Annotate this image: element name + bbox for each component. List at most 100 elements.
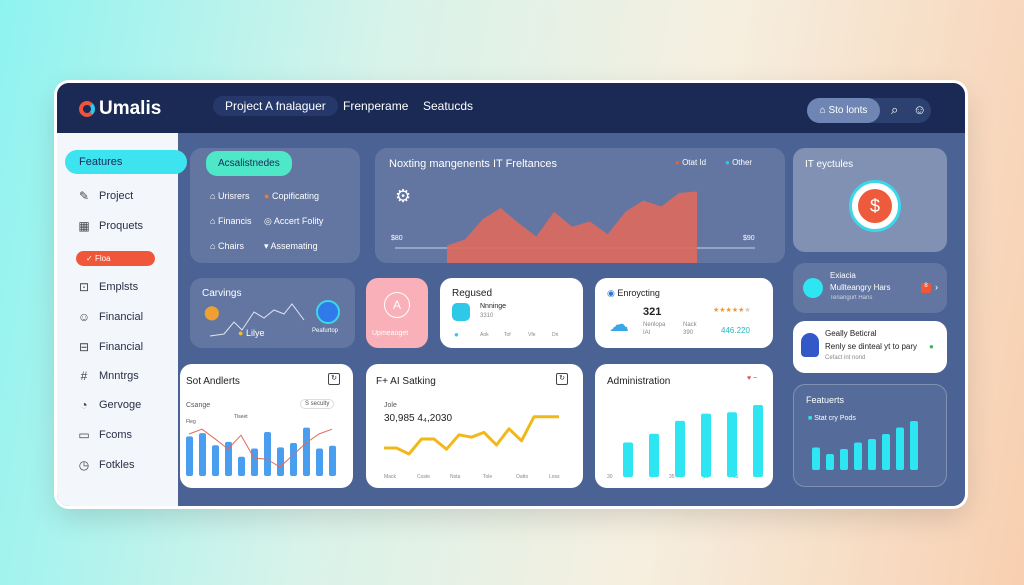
bar [251,448,258,476]
featuerts-bar-chart [812,421,918,470]
axis-tick: Vfe [528,332,536,338]
logo-icon [79,101,95,117]
administration-card: Administration ♥ ~ 30351015 [595,364,773,488]
it-card-title: IT eyctules [805,159,854,170]
legend-dot-icon: ● [675,158,680,167]
home-icon: ⌂ [210,241,216,251]
gear-icon: ⚙ [395,186,412,206]
flag-badge[interactable]: ✓ Floa [76,251,155,266]
ai-sating-card: F+ AI Satking ↻ Jole 30,985 4₄,2030 Mack… [366,364,583,488]
assist-item[interactable]: ● Copificating [264,191,319,201]
sidebar-item[interactable]: ◔ Gervoge [77,398,141,412]
carvings-card: Carvings ⬤ ● Lilye Peafurtop [190,278,355,348]
nav-features[interactable]: Seatucds [423,99,474,113]
assist-item[interactable]: ⌂ Financis [210,216,252,226]
pink-label: Upmeaoget [372,330,409,337]
bar [316,448,323,476]
axis-label: $90 [743,235,755,242]
user-icon[interactable]: ☺ [913,102,927,117]
cloud-icon: ☁ [609,314,629,336]
bar [753,405,763,477]
assist-item[interactable]: ⌂ Urisrers [210,191,250,201]
bar [238,456,245,476]
bar [701,413,711,477]
header-actions: ⌂ Sto lonts ⌕ ☺ [807,98,931,123]
pencil-icon: ✎ [78,189,90,203]
legend-dot-icon: ● [725,158,730,167]
axis-tick: Nsta [450,474,461,480]
refresh-icon[interactable]: ↻ [556,373,568,385]
nav-frenperame[interactable]: Frenperame [343,99,409,113]
enroycting-card: ◉ Enroycting ☁ 321 Nenlopa IAI Nack 390 … [595,278,773,348]
notification-badge: 8 [921,283,931,293]
dot-icon: ● [264,191,270,201]
pink-card[interactable]: A Upmeaoget [366,278,428,348]
money-icon: ⊟ [78,340,90,354]
fai-line-chart [384,415,559,456]
legend-icon: ♥ ~ [747,375,758,382]
assist-item[interactable]: ▾ Assemating [264,241,318,251]
document-icon: ⊡ [78,280,90,294]
area-chart-card: Noxting mangenents IT Freltances ● Otat … [375,148,785,263]
assist-item[interactable]: ⌂ Chairs [210,241,244,251]
area-chart-title: Noxting mangenents IT Freltances [389,158,557,170]
regused-title: Regused [452,288,493,299]
sidebar-item[interactable]: ✎ Project [78,189,134,203]
area-chart [395,191,755,263]
axis-tick: Tof [504,332,511,338]
regused-name: Nnninge [480,303,507,310]
bar [199,433,206,476]
clock-icon: ◔ [80,398,88,412]
sidebar-item[interactable]: # Mnntrgs [77,369,139,383]
sidebar-item[interactable]: ◷ Fotkles [78,458,135,472]
filter-chip[interactable]: S seculty [300,399,335,409]
sidebar-item[interactable]: ▭ Fcoms [78,428,132,442]
featuerts-title: Featuerts [806,395,845,405]
sot-andlerts-card: Sot Andlerts ↻ Csange S seculty Fleg Tls… [180,364,353,488]
bar [812,447,820,470]
bar [649,433,659,477]
bar [290,443,297,476]
refresh-icon[interactable]: ↻ [328,373,340,385]
sidebar-item-features[interactable]: Features [65,150,187,174]
bar [675,420,685,477]
header-pill-button[interactable]: ⌂ Sto lonts [807,98,880,123]
map-pin-icon: ⬤ [204,304,220,320]
axis-tick: Coste [417,474,431,480]
bar [303,427,310,476]
bar [882,434,890,470]
legend-item: ● Other [725,158,753,167]
line-series [384,415,559,456]
axis-tick: 35 [669,474,675,480]
trend-line [210,303,305,337]
dot-icon: ● [238,328,244,338]
sidebar-item[interactable]: ⊡ Emplsts [78,280,139,294]
fai-value: 30,985 4₄,2030 [384,413,453,424]
sidebar: Features ✎ Project ▦ Proquets ⊡ Emplsts ☺ Finan… [57,133,187,506]
geally-line: Renly se dinteal yt to pary [825,342,918,351]
pin-icon: ▾ [264,241,269,251]
sidebar-item[interactable]: ⊟ Financial [78,340,144,354]
circle-icon: ● [454,330,459,339]
bar [896,427,904,470]
enroy-amount: 446.220 [721,326,750,335]
header: Umalis Project A fnalaguer Frenperame Se… [57,83,965,133]
bar [225,441,232,476]
it-card: IT eyctules $ [793,148,947,252]
bar [264,432,271,476]
axis-tick: Mack [384,474,396,480]
grid-icon: # [80,369,88,383]
bar [623,442,633,477]
chevron-right-icon[interactable]: › [935,282,938,292]
assistants-badge[interactable]: Acsalistnedes [206,151,292,176]
search-icon[interactable]: ⌕ [891,102,899,117]
nav-project[interactable]: Project A fnalaguer [213,96,338,116]
logo[interactable]: Umalis [79,98,161,120]
status-dot-icon: ● [929,342,934,351]
sidebar-item[interactable]: ☺ Financial [77,310,144,324]
bar [910,421,918,470]
sidebar-item[interactable]: ▦ Proquets [78,219,144,233]
assist-item[interactable]: ◎ Accert Folity [264,216,324,226]
exacia-card[interactable]: Exiacia Mullteangry Hars Tenangurt Hans … [793,263,947,313]
axis-tick: Aok [480,332,489,338]
